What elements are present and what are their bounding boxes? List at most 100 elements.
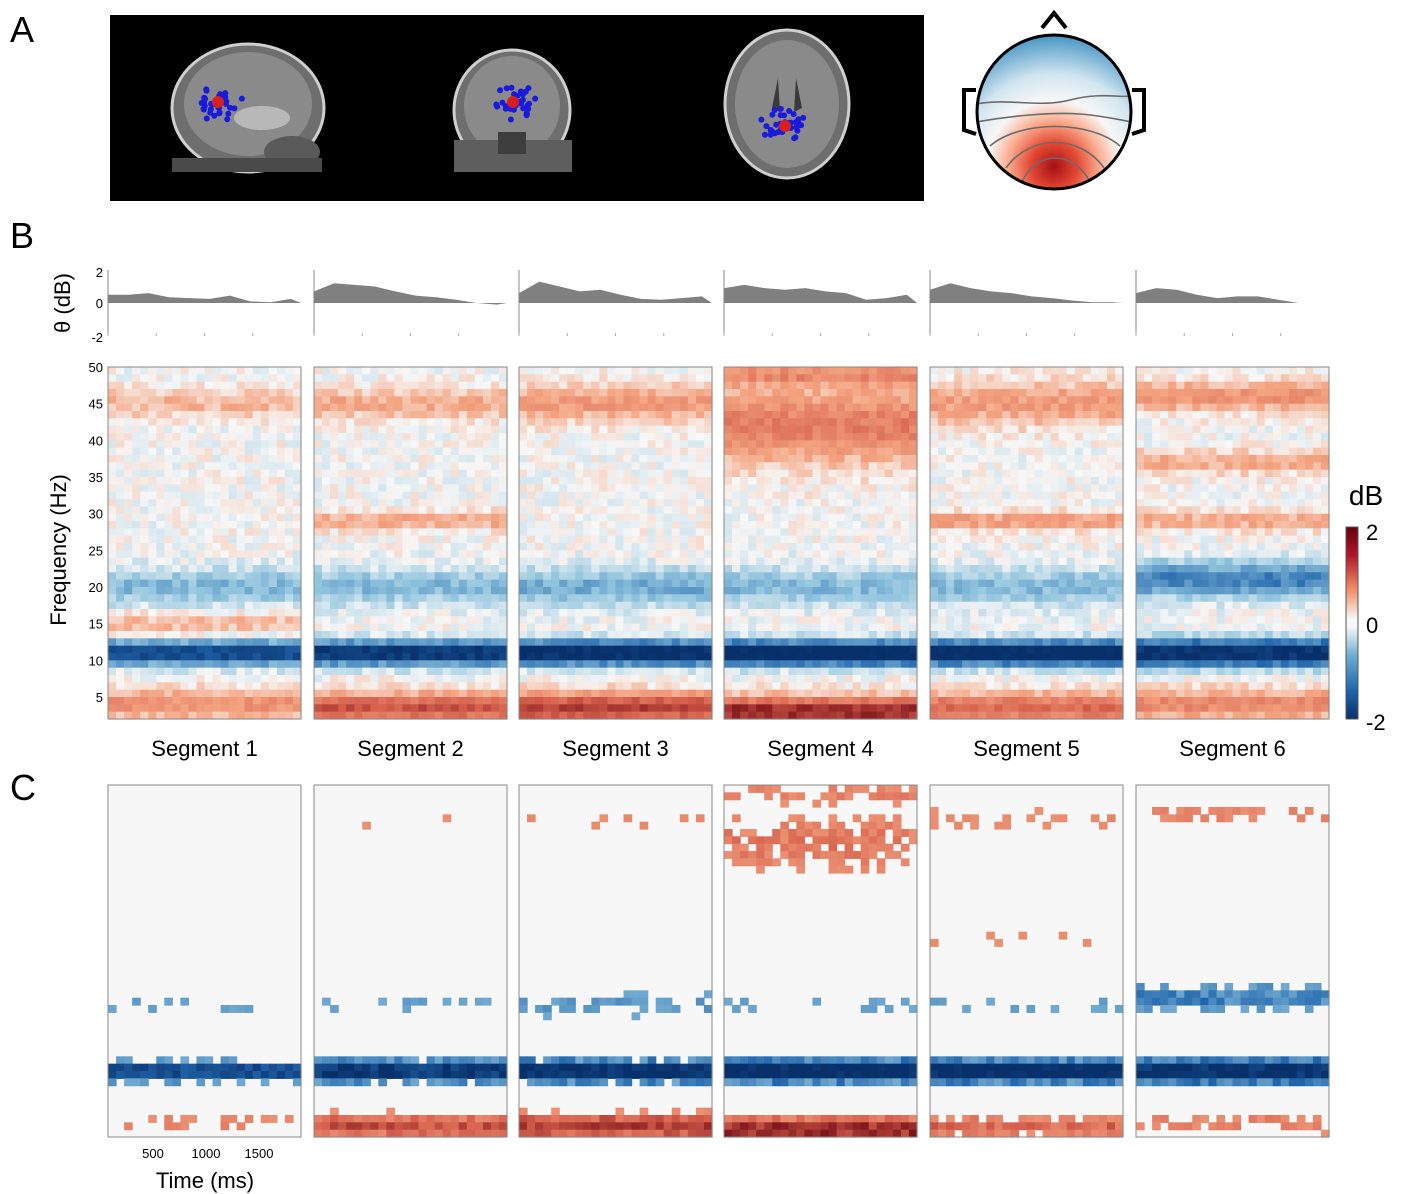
tf-cell (962, 418, 971, 427)
tf-cell (490, 396, 500, 405)
tf-cell (852, 491, 862, 500)
tf-cell (292, 543, 302, 551)
tf-cell (796, 462, 806, 471)
tf-cell (607, 675, 617, 683)
tf-cell (884, 594, 894, 603)
tf-cell (908, 645, 918, 654)
tf-cell (583, 469, 592, 478)
tf-cell (892, 455, 902, 463)
tf-cell (527, 660, 536, 669)
tf-cell (583, 587, 592, 595)
tf-cell (615, 711, 625, 720)
tf-cell (567, 704, 576, 713)
tf-cell (196, 411, 206, 419)
tf-cell (482, 565, 492, 573)
tf-cell (575, 418, 584, 427)
tf-cell (772, 433, 781, 441)
tf-cell (663, 587, 673, 595)
tf-cell (900, 675, 910, 683)
tf-cell (679, 638, 689, 647)
tf-cell (260, 433, 270, 441)
tf-cell (196, 513, 206, 522)
tf-cell (543, 403, 552, 412)
tf-cell (140, 623, 149, 632)
tf-cell (370, 572, 379, 581)
tf-cell (386, 374, 396, 383)
tf-cell (490, 631, 500, 639)
tf-cell (567, 462, 576, 471)
tf-cell (679, 653, 689, 661)
tf-cell (180, 660, 190, 669)
tf-cell (551, 389, 560, 397)
tf-cell (695, 440, 705, 449)
tf-cell (410, 594, 420, 603)
tf-cell (519, 601, 528, 610)
tf-cell (450, 579, 460, 588)
tf-cell (615, 623, 625, 632)
tf-cell (812, 631, 822, 639)
tf-cell (132, 455, 141, 463)
tf-cell (703, 645, 713, 654)
tf-cell (108, 513, 117, 522)
tf-cell (764, 653, 773, 661)
tf-cell (852, 565, 862, 573)
tf-cell (490, 645, 500, 654)
tf-cell (220, 528, 230, 537)
tf-cell (236, 477, 246, 485)
tf-cell (780, 491, 789, 500)
tf-cell (156, 447, 165, 456)
tf-cell (519, 389, 528, 397)
tf-cell (362, 704, 371, 713)
tf-cell (236, 609, 246, 617)
tf-cell (450, 682, 460, 691)
tf-cell (908, 499, 918, 507)
tf-cell (639, 396, 649, 405)
tf-cell (844, 389, 854, 397)
tf-cell (892, 521, 902, 529)
tf-cell (172, 491, 181, 500)
tf-cell (575, 704, 584, 713)
tf-cell (180, 609, 190, 617)
tf-cell (338, 587, 347, 595)
tf-cell (458, 579, 468, 588)
tf-cell (466, 572, 476, 581)
tf-cell (108, 403, 117, 412)
tf-cell (591, 381, 601, 390)
tf-cell (687, 645, 697, 654)
tf-cell (663, 653, 673, 661)
tf-cell (410, 411, 420, 419)
tf-cell (434, 704, 444, 713)
tf-cell (852, 609, 862, 617)
tf-cell (591, 455, 601, 463)
tf-cell (679, 697, 689, 705)
tf-cell (354, 667, 363, 676)
tf-cell (188, 499, 198, 507)
tf-cell (212, 572, 222, 581)
tf-cell (212, 528, 222, 537)
tf-cell (236, 587, 246, 595)
tf-cell (474, 579, 484, 588)
tf-cell (196, 367, 206, 375)
tf-cell (434, 374, 444, 383)
tf-cell (868, 704, 878, 713)
tf-cell (615, 425, 625, 434)
tf-cell (116, 667, 125, 676)
tf-cell (410, 704, 420, 713)
tf-cell (663, 440, 673, 449)
tf-cell (482, 521, 492, 529)
tf-cell (527, 675, 536, 683)
tf-cell (212, 616, 222, 625)
tf-cell (663, 389, 673, 397)
tf-cell (292, 491, 302, 500)
tf-cell (828, 535, 838, 544)
tf-cell (108, 587, 117, 595)
tf-cell (474, 506, 484, 515)
tf-cell (671, 572, 681, 581)
tf-cell (519, 411, 528, 419)
tf-cell (346, 587, 355, 595)
tf-cell (124, 425, 133, 434)
tf-cell (314, 704, 323, 713)
tf-cell (314, 543, 323, 551)
tf-cell (962, 381, 971, 390)
tf-cell (828, 572, 838, 581)
